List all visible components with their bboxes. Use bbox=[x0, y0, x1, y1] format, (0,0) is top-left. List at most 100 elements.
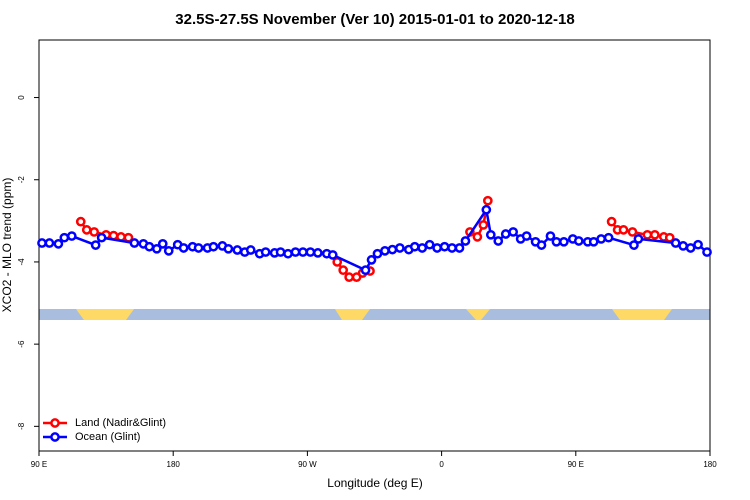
y-tick-label: 0 bbox=[17, 95, 26, 100]
data-point bbox=[573, 236, 584, 246]
data-point bbox=[670, 238, 681, 248]
data-point bbox=[380, 245, 390, 256]
data-point bbox=[508, 227, 519, 237]
data-point bbox=[151, 243, 162, 254]
data-point bbox=[649, 229, 660, 240]
x-tick-label: 180 bbox=[167, 460, 181, 469]
data-point bbox=[485, 229, 496, 240]
data-point bbox=[702, 247, 712, 257]
data-point bbox=[521, 231, 532, 241]
data-point bbox=[606, 216, 617, 227]
data-point bbox=[372, 248, 383, 259]
data-point bbox=[232, 245, 243, 255]
legend-label: Land (Nadir&Glint) bbox=[75, 417, 166, 429]
data-point bbox=[360, 265, 371, 276]
data-point bbox=[275, 247, 286, 257]
data-point bbox=[627, 227, 638, 237]
data-point bbox=[559, 236, 569, 247]
legend-label: Ocean (Glint) bbox=[75, 431, 140, 443]
data-point bbox=[493, 236, 504, 246]
data-point bbox=[618, 225, 629, 235]
data-point bbox=[163, 245, 174, 256]
data-point bbox=[478, 220, 489, 230]
data-point bbox=[439, 241, 450, 252]
data-point bbox=[603, 232, 614, 243]
data-point bbox=[545, 231, 556, 241]
data-point bbox=[327, 250, 338, 260]
legend: Land (Nadir&Glint) Ocean (Glint) bbox=[43, 417, 166, 443]
data-point bbox=[89, 227, 100, 237]
data-point bbox=[157, 239, 168, 249]
data-point bbox=[472, 232, 483, 242]
data-point bbox=[551, 236, 562, 247]
legend-marker bbox=[50, 432, 60, 442]
data-point bbox=[305, 247, 316, 257]
data-point bbox=[366, 255, 377, 265]
data-point bbox=[260, 247, 271, 257]
data-point bbox=[500, 229, 511, 239]
land-mask-strip bbox=[39, 309, 710, 320]
data-point bbox=[66, 231, 77, 241]
y-tick-label: -8 bbox=[17, 422, 26, 430]
data-point bbox=[193, 243, 204, 253]
data-point bbox=[454, 243, 465, 253]
y-tick-label: -6 bbox=[17, 340, 26, 348]
x-tick-label: 90 E bbox=[31, 460, 47, 469]
y-tick-label: -4 bbox=[17, 258, 26, 266]
x-axis-label: Longitude (deg E) bbox=[327, 476, 422, 490]
x-tick-label: 180 bbox=[703, 460, 717, 469]
data-point bbox=[44, 238, 55, 248]
data-point bbox=[536, 240, 547, 250]
data-point bbox=[245, 245, 256, 255]
data-point bbox=[432, 243, 442, 253]
data-point bbox=[424, 239, 435, 250]
data-point bbox=[75, 216, 86, 227]
data-point bbox=[37, 238, 47, 248]
y-axis-label: XCO2 - MLO trend (ppm) bbox=[0, 178, 14, 313]
data-point bbox=[409, 241, 420, 252]
data-point bbox=[283, 248, 293, 259]
data-point bbox=[312, 248, 323, 258]
data-point bbox=[298, 247, 308, 257]
data-point bbox=[81, 225, 92, 235]
data-point bbox=[338, 265, 349, 276]
legend-marker bbox=[50, 418, 60, 428]
x-tick-label: 0 bbox=[439, 460, 444, 469]
chart-title: 32.5S-27.5S November (Ver 10) 2015-01-01… bbox=[175, 11, 574, 28]
data-point bbox=[417, 243, 428, 253]
x-tick-label: 90 W bbox=[298, 460, 317, 469]
data-point bbox=[387, 244, 398, 255]
land-patch bbox=[612, 309, 672, 320]
land-patch bbox=[335, 309, 370, 320]
data-point bbox=[90, 240, 101, 250]
data-point bbox=[53, 239, 64, 249]
y-tick-label: -2 bbox=[17, 176, 26, 184]
data-point bbox=[96, 232, 107, 243]
data-point bbox=[344, 272, 355, 282]
data-point bbox=[208, 241, 219, 252]
data-point bbox=[596, 234, 606, 244]
data-point bbox=[460, 236, 471, 246]
land-patch bbox=[466, 309, 490, 320]
data-point bbox=[482, 195, 493, 206]
data-point bbox=[59, 232, 70, 243]
x-tick-label: 90 E bbox=[568, 460, 584, 469]
data-point bbox=[129, 238, 140, 248]
data-point bbox=[633, 234, 644, 244]
data-point bbox=[447, 243, 457, 253]
data-point bbox=[642, 229, 653, 240]
data-point bbox=[629, 240, 639, 250]
data-point bbox=[178, 243, 189, 253]
land-patch bbox=[76, 309, 134, 320]
data-point bbox=[685, 243, 696, 253]
data-point bbox=[223, 243, 234, 254]
data-point bbox=[693, 239, 703, 250]
data-point bbox=[290, 247, 301, 257]
data-point bbox=[481, 204, 492, 215]
ocean-strip bbox=[39, 309, 710, 320]
data-point bbox=[588, 236, 599, 247]
data-point bbox=[394, 243, 405, 253]
data-point bbox=[144, 241, 155, 252]
data-point bbox=[678, 241, 689, 251]
